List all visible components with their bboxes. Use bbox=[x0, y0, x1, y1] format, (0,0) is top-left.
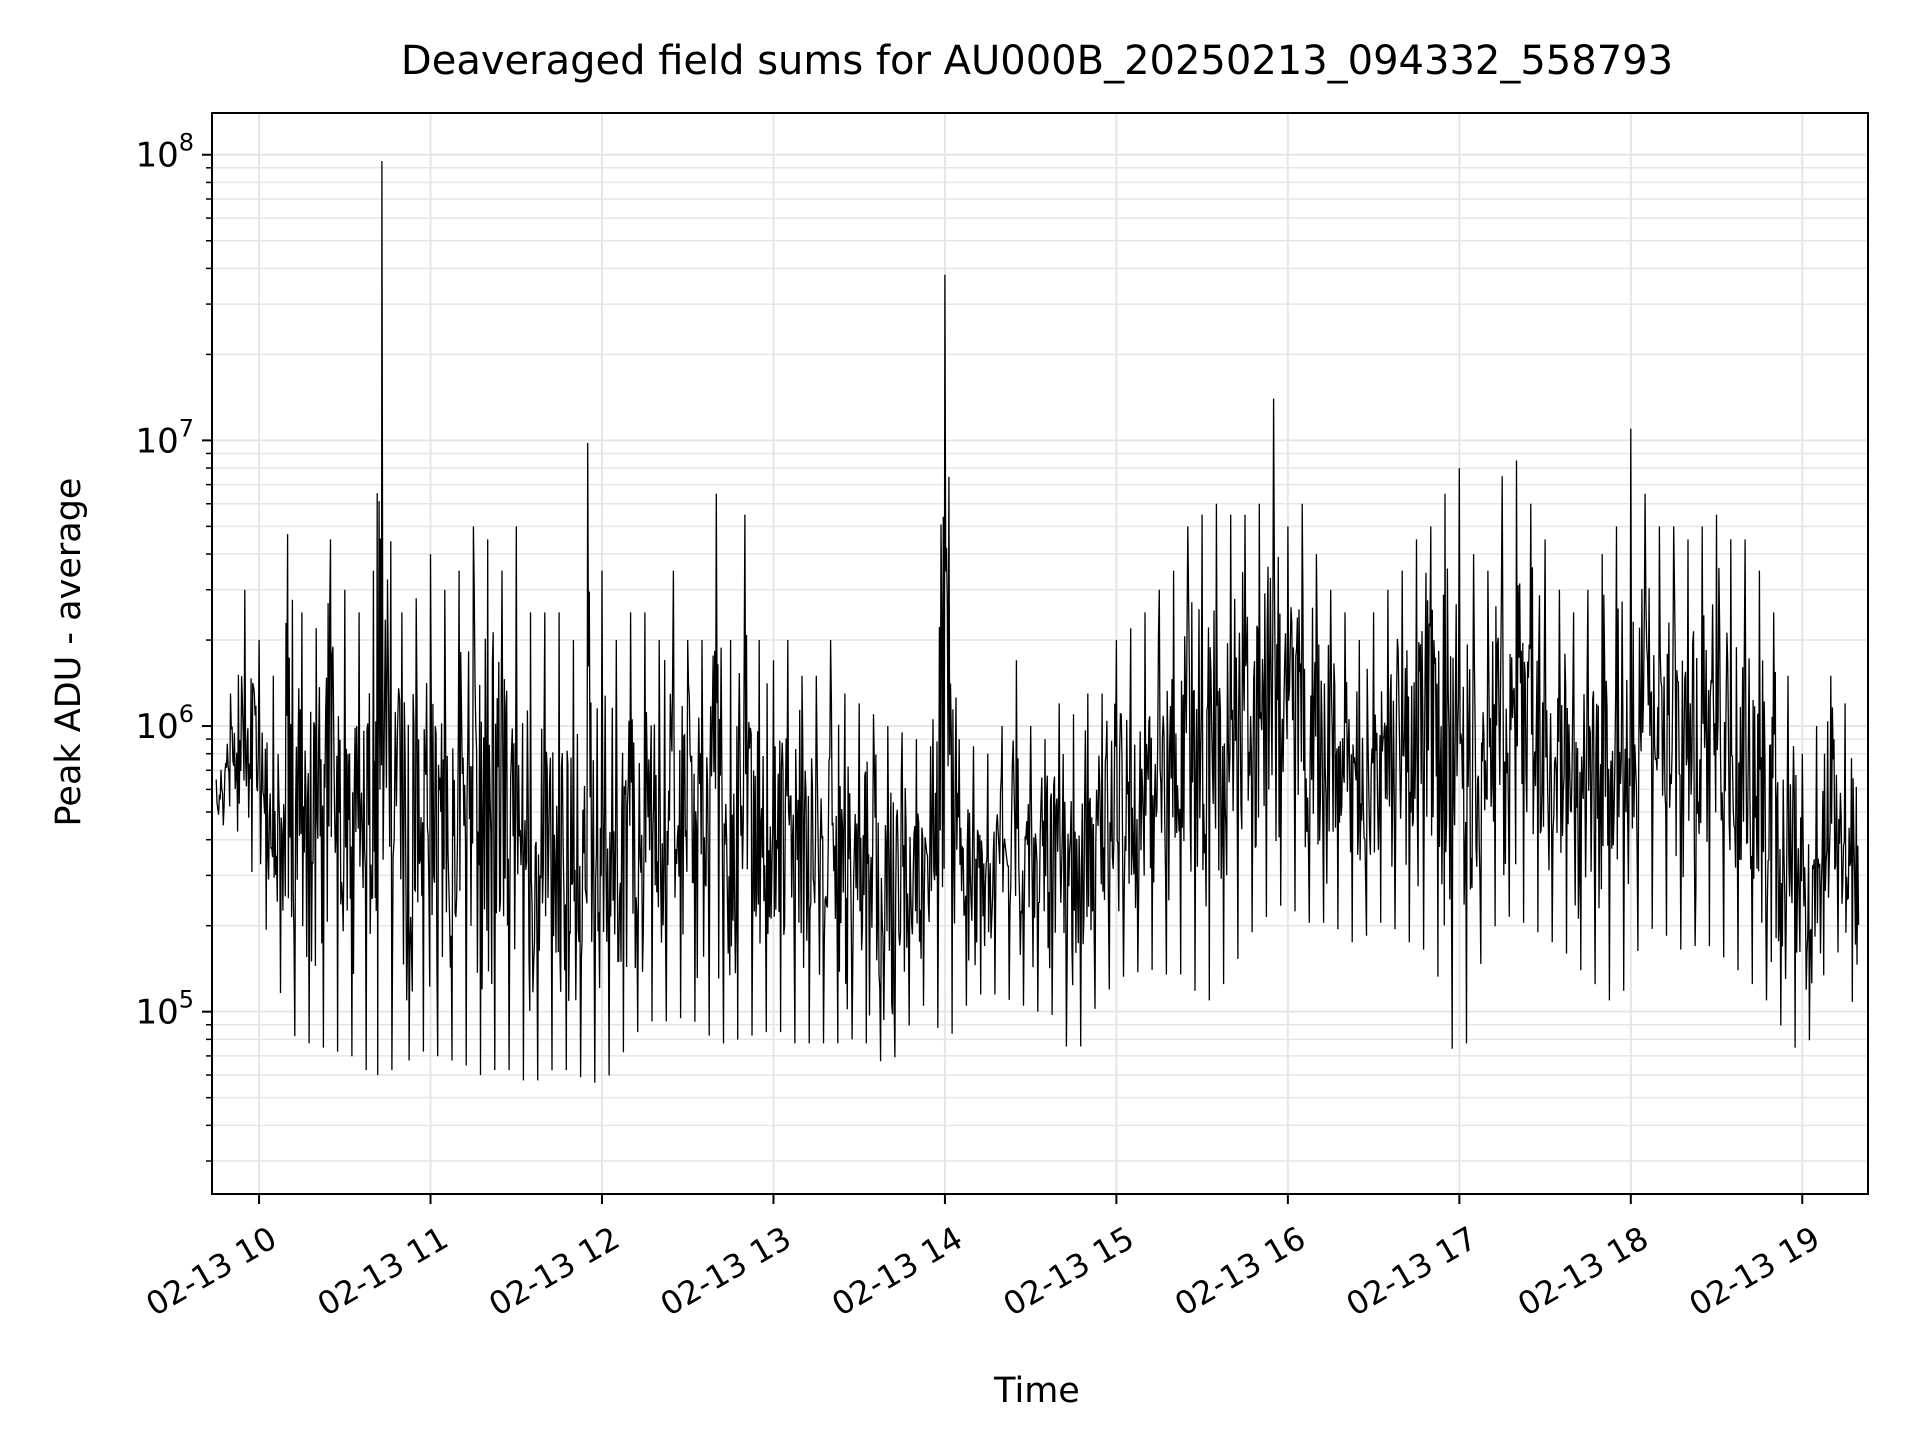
series-line bbox=[215, 161, 1860, 1083]
y-tick-label: 106 bbox=[135, 700, 194, 747]
y-tick-label: 108 bbox=[135, 129, 194, 176]
y-axis-label: Peak ADU - average bbox=[49, 478, 89, 827]
data-layer bbox=[215, 161, 1860, 1083]
y-tick-label: 105 bbox=[135, 986, 194, 1033]
plot-frame bbox=[211, 112, 1869, 1195]
x-axis-label: Time bbox=[993, 1371, 1080, 1411]
chart-title: Deaveraged field sums for AU000B_2025021… bbox=[401, 38, 1673, 84]
y-tick-label: 107 bbox=[135, 414, 194, 461]
